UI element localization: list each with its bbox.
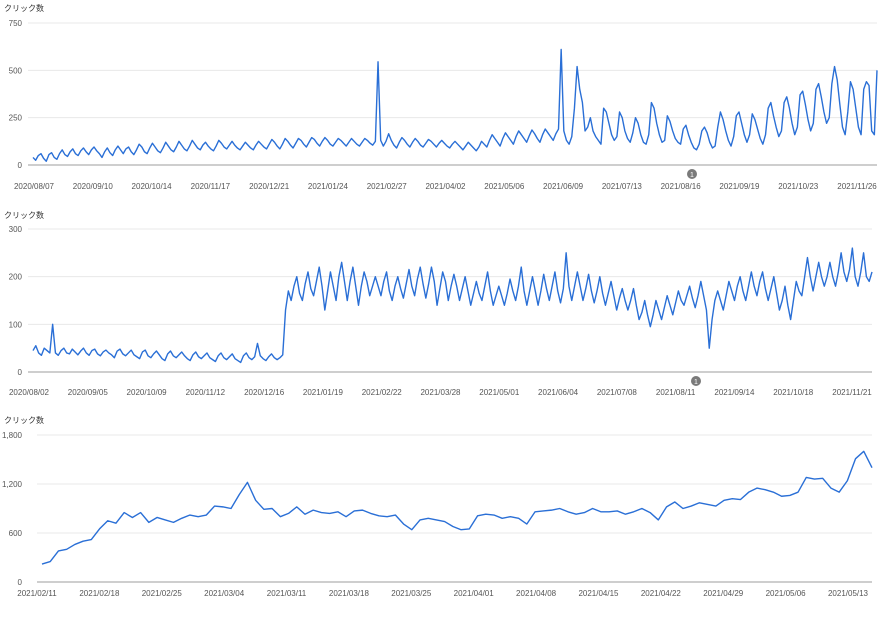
x-tick-label: 2021/02/18 (79, 589, 120, 598)
x-tick-label: 2020/09/05 (68, 388, 109, 397)
series-line (41, 450, 873, 565)
x-tick-label: 2020/09/10 (73, 182, 114, 191)
x-tick-label: 2021/04/01 (454, 589, 495, 598)
y-tick-label: 500 (9, 66, 23, 75)
annotation-label: 1 (694, 379, 698, 386)
x-tick-label: 2021/02/27 (367, 182, 408, 191)
x-tick-label: 2021/04/15 (578, 589, 619, 598)
y-axis-label: クリック数 (4, 415, 44, 425)
chart-1: クリック数 0 250 500 750 2020/08/07 2020/09/10 2020/… (4, 3, 878, 191)
x-tick-label: 2021/03/11 (267, 589, 307, 598)
y-axis-label: クリック数 (4, 3, 44, 13)
x-tick-label: 2021/03/18 (329, 589, 370, 598)
x-tick-label: 2021/11/26 (837, 182, 877, 191)
x-tick-label: 2021/09/19 (719, 182, 760, 191)
x-tick-label: 2021/04/02 (425, 182, 466, 191)
x-tick-label: 2021/02/11 (17, 589, 57, 598)
x-tick-label: 2020/11/12 (186, 388, 226, 397)
x-tick-label: 2020/12/16 (244, 388, 285, 397)
x-tick-label: 2021/09/14 (714, 388, 755, 397)
y-tick-label: 0 (18, 161, 23, 170)
x-tick-label: 2021/03/28 (420, 388, 461, 397)
x-tick-label: 2020/08/07 (14, 182, 55, 191)
annotation-marker (687, 169, 697, 179)
y-tick-label: 600 (9, 529, 23, 538)
chart-3: クリック数 0 600 1,200 1,800 2021/02/11 2021/02/18 2… (2, 415, 873, 598)
series-line (32, 48, 878, 162)
x-tick-label: 2021/03/25 (391, 589, 432, 598)
x-tick-label: 2021/06/09 (543, 182, 584, 191)
x-tick-label: 2020/08/02 (9, 388, 50, 397)
x-tick-label: 2020/12/21 (249, 182, 290, 191)
x-tick-label: 2021/07/08 (597, 388, 638, 397)
x-tick-label: 2020/10/14 (132, 182, 173, 191)
y-tick-label: 0 (18, 578, 23, 587)
y-tick-label: 200 (9, 273, 23, 282)
x-tick-label: 2021/05/06 (766, 589, 807, 598)
x-tick-label: 2021/11/21 (832, 388, 872, 397)
x-tick-label: 2020/10/09 (127, 388, 168, 397)
x-tick-label: 2021/03/04 (204, 589, 245, 598)
series-line (32, 247, 873, 364)
x-tick-label: 2021/07/13 (602, 182, 643, 191)
y-tick-label: 0 (18, 368, 23, 377)
x-tick-label: 2021/05/06 (484, 182, 525, 191)
x-tick-label: 2021/04/29 (703, 589, 744, 598)
x-tick-label: 2021/08/16 (661, 182, 702, 191)
y-axis-label: クリック数 (4, 210, 44, 220)
x-tick-label: 2021/10/23 (778, 182, 819, 191)
y-tick-label: 250 (9, 114, 23, 123)
x-tick-label: 2021/01/24 (308, 182, 349, 191)
x-tick-label: 2021/04/22 (641, 589, 682, 598)
y-tick-label: 750 (9, 19, 23, 28)
y-tick-label: 300 (9, 225, 23, 234)
x-tick-label: 2021/04/08 (516, 589, 557, 598)
x-tick-label: 2021/08/11 (656, 388, 696, 397)
x-tick-label: 2021/05/01 (479, 388, 520, 397)
annotation-label: 1 (690, 172, 694, 179)
x-tick-label: 2021/01/19 (303, 388, 344, 397)
x-tick-label: 2020/11/17 (191, 182, 231, 191)
x-tick-label: 2021/10/18 (773, 388, 814, 397)
x-tick-label: 2021/02/22 (362, 388, 403, 397)
y-tick-label: 1,800 (2, 431, 23, 440)
y-tick-label: 1,200 (2, 480, 23, 489)
chart-2: クリック数 0 100 200 300 2020/08/02 2020/09/05 2020/… (4, 210, 873, 397)
y-tick-label: 100 (9, 320, 23, 329)
x-tick-label: 2021/06/04 (538, 388, 579, 397)
x-tick-label: 2021/05/13 (828, 589, 869, 598)
annotation-marker (691, 376, 701, 386)
x-tick-label: 2021/02/25 (142, 589, 183, 598)
